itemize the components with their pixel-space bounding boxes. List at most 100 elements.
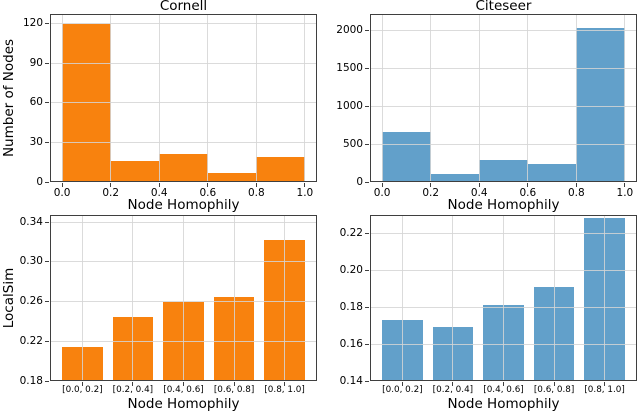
x-tick-mark (381, 183, 383, 187)
x-tick-mark (503, 382, 504, 386)
grid-line-horizontal (50, 62, 317, 64)
y-tick-mark (45, 261, 49, 263)
grid-line-vertical (527, 14, 529, 182)
grid-line-vertical (575, 14, 577, 182)
x-axis-label: Node Homophily (127, 197, 240, 213)
y-tick-mark (45, 62, 49, 64)
y-tick-label: 0.14 (339, 374, 363, 387)
bar-cornell-node-count-1 (110, 160, 160, 182)
grid-line-vertical (478, 14, 480, 182)
x-tick-mark (207, 183, 209, 187)
x-tick-label: 0.4 (150, 187, 168, 199)
grid-line-horizontal (370, 232, 637, 234)
y-tick-label: 120 (22, 17, 43, 30)
y-tick-label: 30 (29, 136, 43, 148)
grid-line-horizontal (370, 269, 637, 271)
x-tick-mark (527, 183, 529, 187)
y-tick-mark (45, 380, 49, 382)
grid-line-horizontal (50, 340, 317, 342)
grid-line-horizontal (50, 261, 317, 263)
x-tick-label: 0.8 (567, 187, 585, 199)
grid-line-horizontal (370, 143, 637, 145)
grid-line-vertical (401, 215, 403, 381)
y-tick-label: 0 (356, 175, 363, 188)
grid-line-vertical (207, 14, 209, 182)
grid-line-horizontal (50, 102, 317, 104)
x-tick-mark (284, 382, 286, 386)
y-tick-label: 1000 (336, 99, 363, 112)
grid-line-horizontal (50, 221, 317, 223)
x-axis-label: Node Homophily (127, 396, 240, 412)
x-tick-mark (604, 382, 606, 386)
chart-citeseer-localsim: [0.0, 0.2] [0.2, 0.4] [0.4, 0.6] [0.6, 0.8]… (340, 215, 637, 412)
x-tick-label: [0.2, 0.4] (112, 385, 154, 395)
x-tick-mark (430, 183, 432, 187)
x-tick-mark (452, 382, 454, 386)
y-axis-label: LocalSim (1, 267, 17, 329)
grid-line-vertical (158, 14, 160, 182)
y-tick-label: 2000 (336, 23, 363, 36)
grid-line-vertical (110, 14, 112, 182)
y-tick-mark (365, 232, 369, 234)
bar-citeseer-node-count-0 (382, 131, 431, 182)
y-tick-label: 0.34 (19, 215, 43, 228)
x-tick-mark (81, 382, 83, 386)
y-tick-mark (365, 343, 369, 345)
grid-line-vertical (553, 215, 555, 381)
y-tick-label: 0.22 (339, 226, 363, 239)
x-tick-mark (110, 183, 112, 187)
grid-line-vertical (624, 14, 626, 182)
y-tick-label: 90 (29, 56, 43, 69)
y-tick-label: 0.22 (19, 334, 43, 347)
x-tick-label: [0.4, 0.6] (163, 385, 204, 395)
bar-citeseer-node-count-1 (430, 173, 480, 182)
y-tick-mark (365, 269, 369, 271)
bar-citeseer-node-count-4 (576, 27, 625, 182)
y-tick-mark (45, 142, 49, 143)
y-tick-label: 1500 (336, 61, 363, 74)
chart-cornell-localsim: [0.0, 0.2] [0.2, 0.4] [0.4, 0.6] [0.6, 0.8]… (1, 215, 317, 412)
grid-line-vertical (503, 215, 504, 381)
grid-line-vertical (304, 14, 306, 182)
grid-line-vertical (452, 215, 454, 381)
x-tick-label: [0.8, 1.0] (584, 385, 625, 395)
x-tick-mark (132, 382, 134, 386)
x-tick-label: [0.6, 0.8] (533, 385, 575, 395)
x-axis-label: Node Homophily (447, 197, 560, 213)
x-tick-mark (233, 382, 235, 386)
x-tick-mark (401, 382, 403, 386)
bar-citeseer-node-count-3 (527, 163, 577, 182)
x-tick-mark (158, 183, 160, 187)
x-tick-label: 0.6 (199, 187, 217, 199)
x-tick-label: 0.0 (373, 187, 391, 199)
y-tick-mark (365, 143, 369, 145)
chart-cornell-node-count: 0.0 0.2 0.4 0.6 0.8 1.0 0 30 60 90 120 Cornell Node … (1, 0, 317, 213)
grid-line-horizontal (50, 142, 317, 143)
grid-line-vertical (604, 215, 606, 381)
x-tick-label: 0.0 (53, 187, 71, 199)
grid-line-vertical (233, 215, 235, 381)
y-tick-mark (45, 221, 49, 223)
y-tick-mark (45, 301, 49, 302)
x-tick-label: 0.2 (422, 187, 440, 199)
bar-cornell-node-count-2 (159, 154, 208, 182)
grid-line-vertical (61, 14, 63, 182)
y-tick-label: 0.30 (19, 255, 43, 268)
bar-citeseer-node-count-2 (479, 160, 528, 182)
x-tick-label: 1.0 (616, 187, 634, 199)
y-tick-label: 0.20 (339, 263, 363, 276)
x-tick-label: 1.0 (296, 187, 314, 199)
x-tick-label: [0.2, 0.4] (432, 385, 474, 395)
x-tick-mark (183, 382, 184, 386)
y-tick-mark (365, 105, 369, 107)
grid-line-vertical (81, 215, 83, 381)
grid-line-vertical (284, 215, 286, 381)
x-tick-label: [0.0, 0.2] (382, 385, 423, 395)
y-tick-label: 60 (29, 96, 43, 109)
x-tick-label: [0.6, 0.8] (213, 385, 255, 395)
x-tick-label: [0.8, 1.0] (264, 385, 305, 395)
y-tick-mark (365, 67, 369, 69)
grid-line-horizontal (370, 306, 637, 308)
bar-cornell-node-count-3 (207, 172, 257, 182)
